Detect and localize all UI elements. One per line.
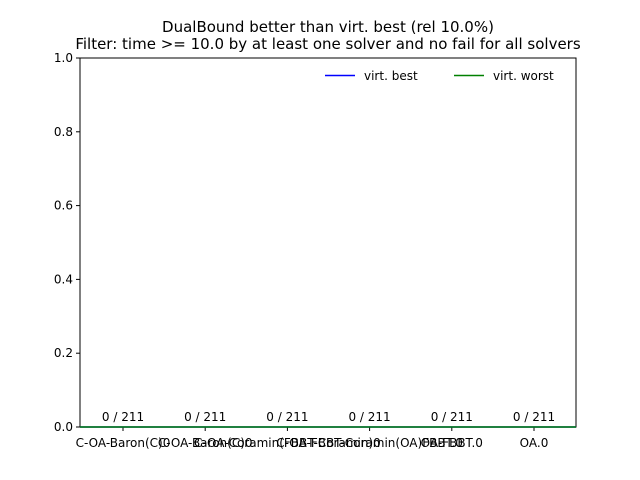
legend-label: virt. worst bbox=[493, 69, 554, 83]
x-tick-label: C-OA-Coramin(FBBT-Coramin)0 bbox=[194, 436, 381, 450]
chart-title: DualBound better than virt. best (rel 10… bbox=[162, 18, 494, 36]
plot-area: 0.0 0.2 0.4 0.6 0.8 1.0 C-OA-Baron(C)0C-OA-Ba… bbox=[54, 51, 577, 450]
y-tick-label: 1.0 bbox=[54, 51, 73, 65]
bar-labels: 0 / 211 0 / 211 0 / 211 0 / 211 0 / 211 0 / 2… bbox=[102, 410, 555, 424]
axes-frame bbox=[79, 57, 577, 428]
bar-value-label: 0 / 211 bbox=[513, 410, 555, 424]
legend: virt. best virt. worst bbox=[325, 69, 554, 83]
bar-value-label: 0 / 211 bbox=[348, 410, 390, 424]
x-tick-label: OA.0 bbox=[520, 436, 549, 450]
y-tick-label: 0.8 bbox=[54, 125, 73, 139]
legend-label: virt. best bbox=[364, 69, 418, 83]
y-tick-label: 0.2 bbox=[54, 346, 73, 360]
x-tick-label: C-OA-Baron(C)0 bbox=[76, 436, 171, 450]
bar-value-label: 0 / 211 bbox=[266, 410, 308, 424]
x-axis: C-OA-Baron(C)0C-OA-Baron(C)0C-OA-Coramin… bbox=[76, 427, 549, 450]
bar-value-label: 0 / 211 bbox=[102, 410, 144, 424]
y-tick-label: 0.0 bbox=[54, 420, 73, 434]
y-axis: 0.0 0.2 0.4 0.6 0.8 1.0 bbox=[54, 51, 80, 434]
chart-subtitle: Filter: time >= 10.0 by at least one sol… bbox=[75, 35, 581, 53]
x-tick-label: OA-FBBT.0 bbox=[421, 436, 483, 450]
bar-value-label: 0 / 211 bbox=[184, 410, 226, 424]
x-tick-label: C-OA-FBBT-Coramin(OA)FBBT.0 bbox=[276, 436, 463, 450]
y-tick-label: 0.4 bbox=[54, 272, 73, 286]
bar-value-label: 0 / 211 bbox=[431, 410, 473, 424]
y-tick-label: 0.6 bbox=[54, 199, 73, 213]
x-tick-label: C-OA-Baron(C)0 bbox=[158, 436, 253, 450]
